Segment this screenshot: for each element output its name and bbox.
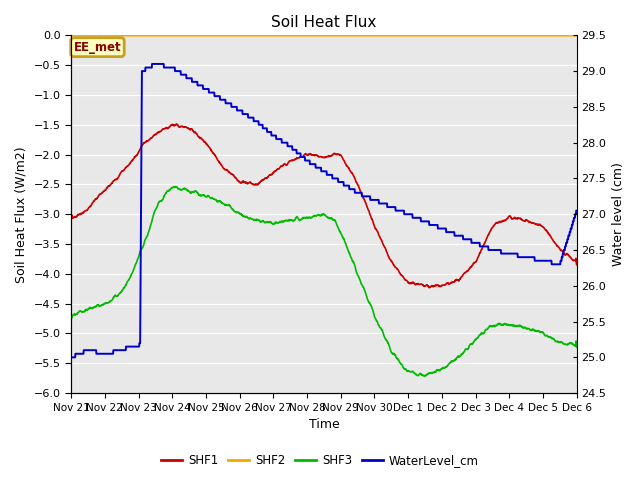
X-axis label: Time: Time bbox=[308, 419, 339, 432]
Title: Soil Heat Flux: Soil Heat Flux bbox=[271, 15, 376, 30]
Text: EE_met: EE_met bbox=[74, 41, 121, 54]
Legend: SHF1, SHF2, SHF3, WaterLevel_cm: SHF1, SHF2, SHF3, WaterLevel_cm bbox=[157, 449, 483, 472]
Y-axis label: Water level (cm): Water level (cm) bbox=[612, 162, 625, 266]
Y-axis label: Soil Heat Flux (W/m2): Soil Heat Flux (W/m2) bbox=[15, 146, 28, 283]
